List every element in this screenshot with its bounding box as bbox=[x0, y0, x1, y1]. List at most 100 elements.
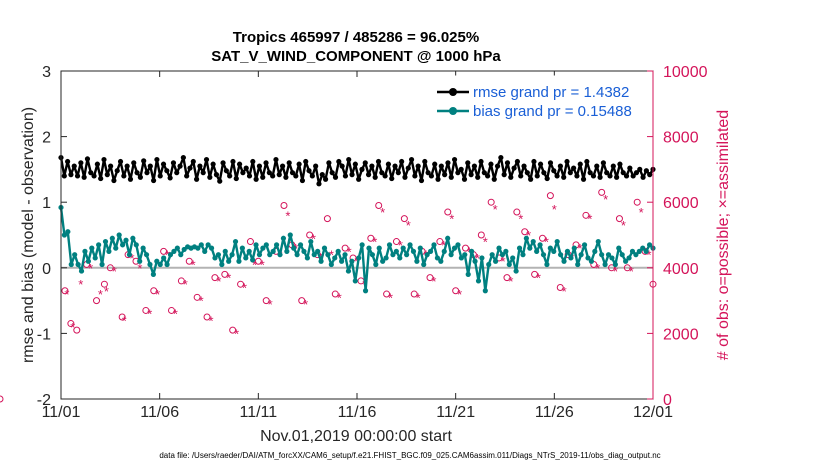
rmse-point bbox=[144, 170, 150, 176]
obs-possible-point bbox=[221, 270, 229, 278]
bias-point bbox=[434, 255, 441, 261]
obs-assimilated-point: * bbox=[216, 274, 221, 289]
obs-possible-point bbox=[298, 297, 306, 305]
rmse-point bbox=[643, 168, 649, 174]
obs-assimilated-point: * bbox=[329, 248, 334, 263]
obs-assimilated-point: * bbox=[242, 280, 247, 295]
rmse-point bbox=[531, 158, 537, 165]
rmse-point bbox=[475, 174, 481, 180]
bias-point bbox=[462, 252, 468, 258]
bias-point bbox=[451, 245, 458, 251]
bias-point bbox=[321, 245, 328, 251]
rmse-point bbox=[151, 177, 157, 184]
bias-point bbox=[588, 258, 595, 264]
rmse-point bbox=[74, 173, 81, 179]
obs-assimilated-point: * bbox=[226, 271, 231, 286]
rmse-point bbox=[111, 177, 117, 184]
obs-assimilated-point: * bbox=[475, 251, 480, 266]
rmse-point bbox=[332, 174, 339, 180]
rmse-point bbox=[131, 160, 137, 166]
bias-point bbox=[465, 271, 471, 277]
rmse-point bbox=[147, 163, 153, 169]
bias-point bbox=[369, 252, 375, 258]
bias-point bbox=[301, 248, 307, 254]
rmse-point bbox=[322, 176, 329, 182]
obs-assimilated-point: * bbox=[536, 271, 541, 286]
bias-point bbox=[113, 245, 119, 251]
rmse-point bbox=[250, 158, 256, 165]
bias-point bbox=[578, 252, 584, 258]
bias-point bbox=[174, 245, 180, 251]
obs-possible-point bbox=[615, 215, 623, 223]
rmse-point bbox=[468, 172, 474, 178]
rmse-point bbox=[220, 160, 226, 166]
bias-point bbox=[198, 242, 204, 248]
obs-assimilated-point: * bbox=[252, 258, 257, 273]
obs-possible-point bbox=[503, 274, 511, 282]
bias-point bbox=[116, 232, 122, 238]
bias-point bbox=[315, 248, 321, 254]
rmse-point bbox=[521, 163, 527, 169]
rmse-point bbox=[389, 175, 395, 182]
rmse-point bbox=[336, 158, 342, 165]
rmse-point bbox=[263, 160, 269, 166]
bias-point bbox=[568, 255, 574, 261]
data-file-footer: data file: /Users/raeder/DAI/ATM_forcXX/… bbox=[159, 451, 660, 460]
legend-bias-dot bbox=[449, 107, 457, 115]
bias-point bbox=[441, 248, 447, 254]
y-tick-label: 3 bbox=[42, 64, 51, 81]
x-tick-label: 12/01 bbox=[633, 404, 673, 421]
rmse-point bbox=[104, 172, 110, 178]
rmse-point bbox=[342, 173, 349, 179]
obs-possible-point bbox=[383, 290, 391, 298]
obs-possible-point bbox=[160, 247, 168, 255]
bias-point bbox=[520, 252, 526, 258]
bias-point bbox=[119, 242, 126, 248]
obs-possible-point bbox=[73, 326, 81, 334]
chart-title: Tropics 465997 / 485286 = 96.025% bbox=[233, 29, 479, 46]
bias-point bbox=[284, 248, 290, 254]
rmse-point bbox=[276, 172, 282, 178]
y-tick-label: -2 bbox=[37, 392, 51, 409]
x-tick-label: 11/11 bbox=[239, 404, 277, 421]
rmse-point bbox=[379, 170, 385, 176]
bias-point bbox=[636, 248, 642, 254]
bias-point bbox=[208, 245, 215, 251]
obs-possible-point bbox=[237, 280, 245, 288]
obs-possible-point bbox=[61, 287, 69, 295]
rmse-point bbox=[154, 156, 160, 163]
obs-possible-point bbox=[203, 313, 211, 321]
obs-assimilated-point: * bbox=[508, 274, 513, 289]
obs-assimilated-point: * bbox=[431, 274, 436, 289]
bias-point bbox=[126, 252, 133, 258]
rmse-point bbox=[289, 170, 296, 176]
obs-possible-point bbox=[193, 293, 201, 301]
rmse-point bbox=[508, 174, 514, 180]
bias-point bbox=[164, 261, 170, 268]
obs-possible-point bbox=[262, 297, 270, 305]
rmse-point bbox=[554, 173, 560, 179]
bias-point bbox=[294, 252, 300, 258]
rmse-point bbox=[319, 172, 325, 178]
obs-assimilated-point: * bbox=[621, 218, 626, 233]
bias-point bbox=[431, 242, 437, 248]
obs-assimilated-point: * bbox=[303, 297, 308, 312]
bias-point bbox=[551, 248, 557, 254]
obs-possible-point bbox=[67, 320, 75, 328]
bias-point bbox=[421, 261, 427, 268]
rmse-point bbox=[408, 156, 415, 163]
bias-point bbox=[595, 238, 601, 245]
bias-point bbox=[400, 245, 406, 251]
rmse-point bbox=[587, 170, 593, 176]
x-axis: 11/01 11/06 11/11 11/16 11/21 11/26 12/01 bbox=[42, 71, 673, 421]
obs-possible-point bbox=[392, 238, 400, 246]
bias-point bbox=[554, 238, 560, 245]
obs-possible-point bbox=[246, 238, 254, 246]
obs-assimilated-point: * bbox=[183, 277, 188, 292]
x-tick-label: 11/26 bbox=[535, 404, 574, 421]
bias-point bbox=[629, 248, 636, 254]
obs-possible-point bbox=[426, 274, 434, 282]
y2-tick-label: 6000 bbox=[663, 195, 699, 212]
bias-point bbox=[308, 238, 314, 245]
rmse-point bbox=[283, 174, 289, 180]
